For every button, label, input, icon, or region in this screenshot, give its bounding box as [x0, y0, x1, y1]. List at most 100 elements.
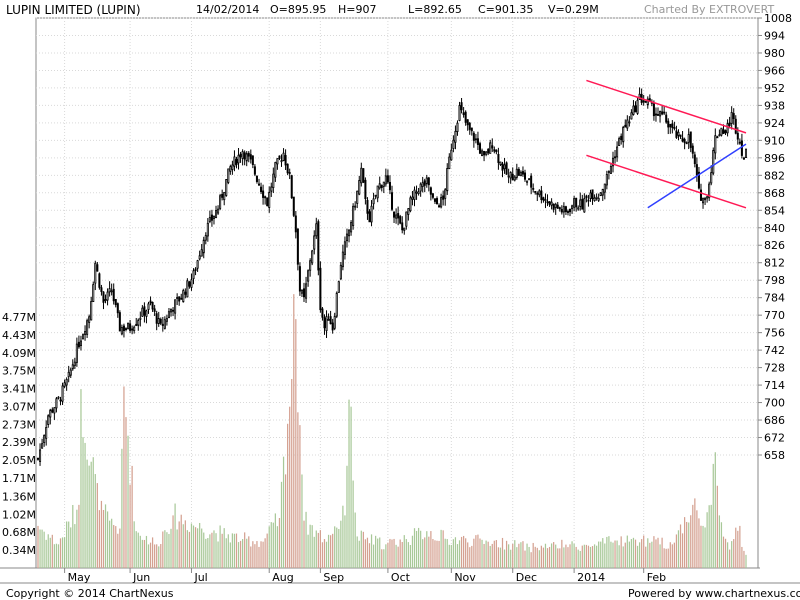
- volume-bar: [229, 542, 231, 568]
- candle-body: [685, 142, 688, 145]
- volume-bar: [690, 515, 692, 568]
- volume-bar: [596, 545, 598, 568]
- volume-bar: [604, 543, 606, 568]
- candle-body: [665, 114, 668, 123]
- volume-bar: [66, 521, 68, 568]
- candle-body: [591, 189, 594, 200]
- candle-body: [466, 119, 469, 126]
- volume-bar: [358, 540, 360, 568]
- candle-body: [180, 297, 183, 300]
- charted-by-label: Charted By EXTROVERT: [644, 3, 775, 16]
- volume-bar: [348, 399, 350, 568]
- volume-bar: [211, 532, 213, 568]
- volume-bar: [518, 543, 520, 568]
- candle-body: [583, 198, 586, 213]
- volume-bar: [250, 546, 252, 568]
- volume-bar: [512, 543, 514, 568]
- candle-body: [738, 141, 741, 144]
- candle-body: [112, 288, 115, 302]
- volume-bar: [420, 530, 422, 568]
- candle-body: [55, 398, 58, 409]
- volume-bar: [612, 542, 614, 568]
- volume-bar: [446, 539, 448, 568]
- candle-body: [145, 310, 148, 317]
- candle-body: [401, 222, 404, 231]
- candle-body: [560, 209, 563, 213]
- volume-bar: [199, 522, 201, 568]
- candle-body: [190, 279, 193, 288]
- volume-bar: [528, 546, 530, 568]
- candle-body: [96, 264, 99, 272]
- candle-body: [468, 122, 471, 130]
- volume-bar: [164, 530, 166, 568]
- candle-body: [513, 176, 516, 181]
- candle-body: [270, 186, 273, 192]
- volume-bar: [254, 544, 256, 568]
- candle-body: [597, 197, 600, 201]
- volume-tick-label: 1.36M: [2, 490, 36, 503]
- axis-labels: 1008 994 980 966 952 938 924 910 896 882 868 854 840…: [2, 12, 792, 584]
- volume-bar: [708, 505, 710, 568]
- volume-bar: [530, 552, 532, 568]
- candle-body: [305, 283, 308, 299]
- candle-body: [137, 319, 140, 326]
- candle-body: [75, 343, 78, 363]
- volume-bar: [415, 530, 418, 568]
- volume-bar: [291, 378, 293, 568]
- candle-body: [147, 303, 150, 310]
- volume-bar: [565, 544, 567, 568]
- volume-bar: [704, 527, 706, 568]
- volume-bar: [649, 542, 651, 568]
- candle-body: [481, 150, 484, 157]
- volume-bar: [389, 538, 391, 568]
- candle-body: [593, 197, 596, 202]
- volume-bar: [233, 533, 236, 568]
- volume-bar: [503, 549, 506, 568]
- volume-bar: [718, 515, 721, 568]
- candle-body: [425, 177, 428, 185]
- candle-body: [433, 198, 436, 202]
- volume-bar: [407, 542, 409, 568]
- volume-bar: [456, 544, 459, 568]
- volume-bar: [561, 539, 563, 568]
- volume-bar: [724, 538, 727, 568]
- chart-footer: Copyright © 2014 ChartNexus Powered by w…: [0, 586, 800, 600]
- candle-body: [699, 189, 702, 201]
- volume-bar: [313, 536, 315, 568]
- candle-body: [315, 223, 318, 237]
- candle-body: [79, 340, 82, 346]
- volume-bar: [647, 538, 649, 568]
- volume-bar: [329, 535, 332, 568]
- volume-bar: [264, 538, 266, 568]
- candle-body: [679, 134, 682, 137]
- candle-body: [427, 177, 430, 186]
- candle-body: [562, 206, 565, 213]
- volume-bar: [223, 528, 225, 568]
- candle-body: [49, 409, 52, 418]
- volume-tick-label: 2.05M: [2, 454, 36, 467]
- candle-body: [264, 196, 267, 199]
- candle-body: [36, 457, 40, 460]
- candle-body: [458, 105, 461, 121]
- candle-body: [135, 323, 138, 327]
- candle-body: [307, 270, 310, 282]
- candle-body: [421, 182, 424, 188]
- volume-bar: [129, 484, 131, 568]
- volume-bar: [550, 543, 553, 568]
- candle-body: [417, 191, 420, 194]
- volume-bar: [508, 544, 510, 568]
- open-readout: O=895.95: [270, 3, 327, 16]
- candle-body: [646, 98, 649, 106]
- volume-bar: [483, 543, 485, 568]
- candle-body: [683, 138, 686, 143]
- candle-body: [452, 139, 455, 149]
- candle-body: [356, 190, 359, 204]
- channel-lower-line: [586, 154, 747, 209]
- candle-body: [438, 205, 441, 208]
- volume-bar: [675, 534, 678, 568]
- volume-bar: [514, 540, 516, 568]
- volume-bar: [117, 533, 119, 568]
- volume-bar: [340, 520, 342, 568]
- volume-bar: [360, 530, 362, 568]
- candle-body: [151, 302, 154, 310]
